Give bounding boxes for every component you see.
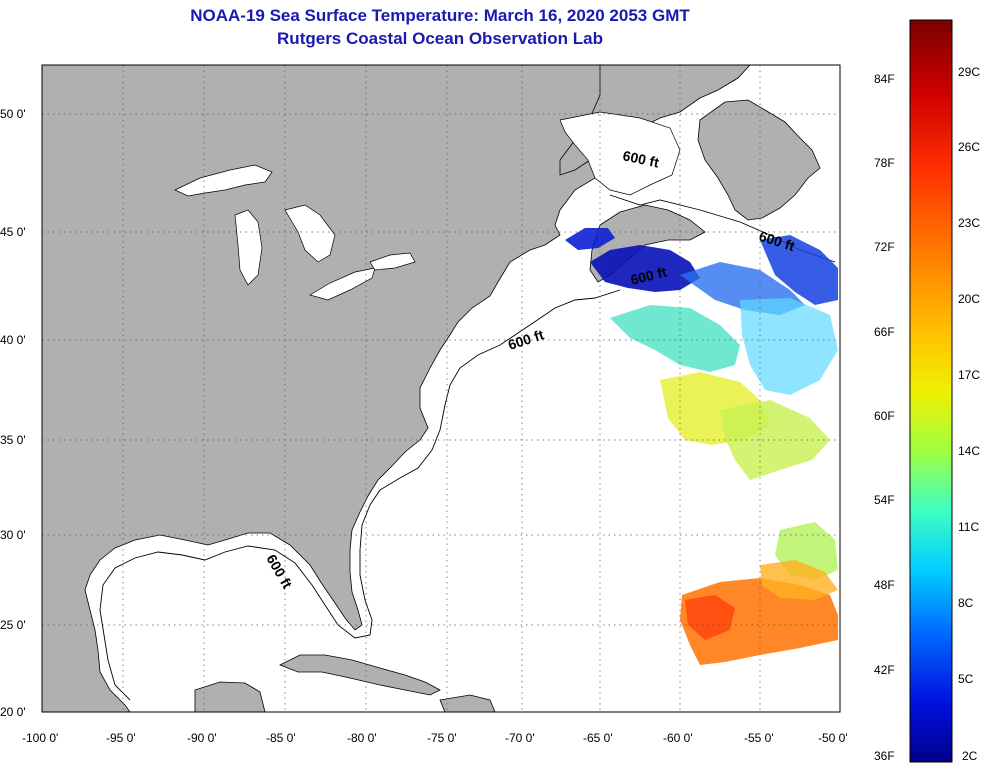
lon-label: -95 0' <box>106 731 136 745</box>
fahrenheit-label: 48F <box>874 578 895 592</box>
lon-label: -75 0' <box>427 731 457 745</box>
celsius-label: 29C <box>958 65 980 79</box>
lat-label: 50 0' <box>0 107 26 121</box>
map-subtitle: Rutgers Coastal Ocean Observation Lab <box>277 29 603 48</box>
map-frame <box>41 64 841 713</box>
fahrenheit-label: 36F <box>874 749 895 763</box>
fahrenheit-label: 66F <box>874 325 895 339</box>
lake-huron <box>284 204 336 263</box>
gulf-st-lawrence <box>559 111 681 196</box>
sst-cold-patch <box>590 245 700 292</box>
fahrenheit-label: 42F <box>874 663 895 677</box>
fahrenheit-label: 84F <box>874 72 895 86</box>
celsius-label: 17C <box>958 368 980 382</box>
lake-michigan <box>234 209 263 286</box>
lon-label: -90 0' <box>187 731 217 745</box>
latitude-labels: 50 0' 45 0' 40 0' 35 0' 30 0' 25 0' 20 0… <box>0 107 26 719</box>
celsius-label: 26C <box>958 140 980 154</box>
map-title: NOAA-19 Sea Surface Temperature: March 1… <box>190 6 690 25</box>
celsius-label: 5C <box>958 672 974 686</box>
lon-label: -100 0' <box>22 731 58 745</box>
lon-label: -60 0' <box>663 731 693 745</box>
celsius-label: 11C <box>958 520 979 534</box>
celsius-label: 23C <box>958 216 980 230</box>
colorbar-celsius-labels: 29C 26C 23C 20C 17C 14C 11C 8C 5C 2C <box>958 65 980 763</box>
colorbar <box>909 19 953 763</box>
lat-label: 35 0' <box>0 433 26 447</box>
lat-label: 20 0' <box>0 705 26 719</box>
fahrenheit-label: 78F <box>874 156 895 170</box>
yucatan-land <box>194 681 266 712</box>
celsius-label: 8C <box>958 596 974 610</box>
fahrenheit-label: 54F <box>874 493 895 507</box>
lon-label: -80 0' <box>347 731 377 745</box>
lat-label: 30 0' <box>0 528 26 542</box>
lon-label: -70 0' <box>505 731 535 745</box>
contour-label: 600 ft <box>621 147 660 170</box>
sst-data-overlay <box>565 228 838 665</box>
sst-mid-patch <box>610 305 740 372</box>
sst-mid-patch <box>740 298 838 395</box>
lat-label: 45 0' <box>0 225 26 239</box>
celsius-label: 2C <box>962 749 978 763</box>
lon-label: -50 0' <box>818 731 848 745</box>
lat-label: 40 0' <box>0 333 26 347</box>
cuba-island <box>279 654 441 696</box>
lake-erie <box>309 267 376 301</box>
lake-superior <box>174 164 273 197</box>
lon-label: -55 0' <box>744 731 774 745</box>
hispaniola-island <box>439 694 496 712</box>
colorbar-fahrenheit-labels: 84F 78F 72F 66F 60F 54F 48F 42F 36F <box>874 72 895 763</box>
sst-cold-patch <box>760 235 838 305</box>
lon-label: -85 0' <box>266 731 296 745</box>
celsius-label: 20C <box>958 292 980 306</box>
fahrenheit-label: 72F <box>874 240 895 254</box>
lon-label: -65 0' <box>583 731 613 745</box>
newfoundland-island <box>697 99 821 221</box>
longitude-labels: -100 0' -95 0' -90 0' -85 0' -80 0' -75 … <box>22 731 848 745</box>
sst-hot-patch <box>760 560 838 600</box>
north-america-land <box>42 65 751 712</box>
lake-ontario <box>369 252 416 271</box>
celsius-label: 14C <box>958 444 980 458</box>
fahrenheit-label: 60F <box>874 409 895 423</box>
sst-hot-patch <box>685 595 735 640</box>
sst-cold-patch <box>565 228 615 250</box>
graticule <box>42 65 840 712</box>
lat-label: 25 0' <box>0 618 26 632</box>
